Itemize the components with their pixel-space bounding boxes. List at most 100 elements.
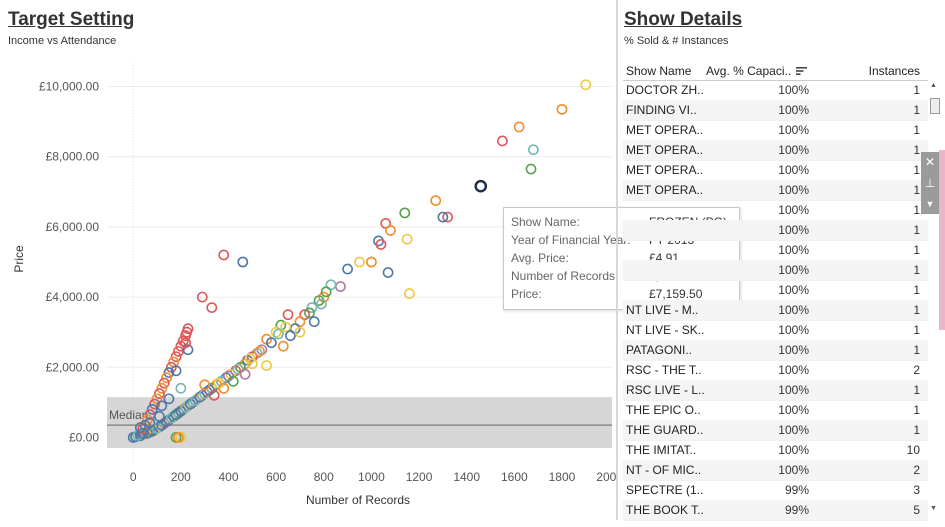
scatter-point[interactable]	[277, 340, 289, 352]
column-header-instances[interactable]: Instances	[868, 64, 920, 78]
table-row[interactable]: MET OPERA.. 100% 1	[623, 180, 928, 201]
scatter-point[interactable]	[437, 211, 449, 223]
scatter-point[interactable]	[170, 365, 182, 377]
scatter-point[interactable]	[154, 410, 165, 422]
scatter-point[interactable]	[254, 346, 265, 357]
table-row[interactable]: RSC - THE T.. 100% 2	[623, 360, 928, 381]
scrollbar-thumb[interactable]	[930, 98, 940, 114]
scatter-point[interactable]	[385, 225, 396, 236]
scatter-point[interactable]	[270, 326, 282, 338]
scatter-point[interactable]	[244, 353, 256, 364]
scatter-point[interactable]	[232, 363, 244, 375]
pane-divider[interactable]	[616, 0, 618, 520]
scatter-point[interactable]	[342, 263, 353, 275]
scroll-down-icon[interactable]: ▼	[930, 505, 937, 512]
scatter-point[interactable]	[525, 163, 537, 175]
scatter-point[interactable]	[156, 400, 168, 412]
scatter-point[interactable]	[137, 427, 149, 439]
scatter-point[interactable]	[180, 330, 192, 342]
highlighted-point[interactable]	[474, 179, 488, 193]
scroll-up-icon[interactable]: ▲	[930, 82, 937, 89]
scatter-point[interactable]	[146, 403, 158, 415]
scatter-point[interactable]	[304, 307, 315, 319]
sort-descending-icon[interactable]	[795, 66, 807, 76]
scatter-point[interactable]	[430, 195, 442, 206]
table-row[interactable]: 100% 1	[623, 280, 928, 301]
scatter-point[interactable]	[182, 344, 194, 356]
scatter-point[interactable]	[366, 256, 377, 268]
table-row[interactable]: 100% 1	[623, 200, 928, 221]
scatter-point[interactable]	[556, 103, 568, 115]
table-row[interactable]: NT - OF MIC.. 100% 2	[623, 460, 928, 481]
table-row[interactable]: MET OPERA.. 100% 1	[623, 120, 928, 141]
column-header-avg-capacity[interactable]: Avg. % Capaci..	[706, 64, 807, 78]
scatter-point[interactable]	[404, 288, 415, 299]
scatter-point[interactable]	[163, 367, 175, 378]
scatter-point[interactable]	[173, 432, 184, 443]
scatter-point[interactable]	[208, 389, 220, 401]
scatter-point[interactable]	[149, 398, 161, 410]
scatter-point[interactable]	[199, 379, 211, 391]
scatter-point[interactable]	[142, 414, 153, 426]
scatter-point[interactable]	[282, 309, 294, 321]
table-row[interactable]: THE GUARD.. 100% 1	[623, 420, 928, 441]
scatter-chart[interactable]: Median £0.00£2,000.00£4,000.00£6,000.00£…	[0, 0, 616, 527]
table-row[interactable]: 100% 1	[623, 240, 928, 261]
table-row[interactable]: NT LIVE - SK.. 100% 1	[623, 320, 928, 341]
table-row[interactable]: MET OPERA.. 100% 1	[623, 160, 928, 181]
scatter-point[interactable]	[261, 360, 272, 371]
scatter-point[interactable]	[308, 316, 320, 328]
scatter-point[interactable]	[265, 337, 277, 349]
table-row[interactable]: THE EPIC O.. 100% 1	[623, 400, 928, 421]
median-reference-band[interactable]	[107, 397, 612, 448]
scatter-point[interactable]	[273, 328, 284, 340]
scatter-point[interactable]	[285, 330, 296, 342]
scatter-point[interactable]	[206, 302, 218, 314]
scatter-point[interactable]	[161, 372, 172, 384]
scatter-point[interactable]	[320, 286, 332, 298]
scatter-point[interactable]	[280, 321, 292, 333]
table-row[interactable]: 100% 1	[623, 260, 928, 281]
scatter-point[interactable]	[580, 79, 592, 91]
scatter-point[interactable]	[154, 388, 165, 399]
pin-icon[interactable]: ⊥	[924, 176, 936, 190]
scatter-point[interactable]	[354, 256, 365, 268]
data-points[interactable]	[127, 79, 592, 443]
scatter-point[interactable]	[513, 121, 525, 133]
table-row[interactable]: FINDING VI.. 100% 1	[623, 100, 928, 121]
scatter-point[interactable]	[315, 298, 327, 310]
scatter-point[interactable]	[382, 267, 394, 278]
table-row[interactable]: MET OPERA.. 100% 1	[623, 140, 928, 161]
scatter-point[interactable]	[163, 393, 175, 405]
scatter-point[interactable]	[175, 382, 187, 394]
scatter-point[interactable]	[497, 135, 508, 147]
table-row[interactable]: THE BOOK T.. 99% 5	[623, 500, 928, 521]
scatter-point[interactable]	[527, 144, 539, 156]
scatter-point[interactable]	[218, 382, 230, 394]
scatter-point[interactable]	[156, 382, 168, 394]
scatter-point[interactable]	[239, 368, 251, 380]
table-row[interactable]: THE IMITAT.. 100% 10	[623, 440, 928, 461]
scatter-point[interactable]	[237, 256, 249, 268]
scatter-point[interactable]	[246, 358, 258, 370]
scatter-point[interactable]	[399, 207, 411, 219]
scatter-point[interactable]	[158, 377, 170, 389]
scatter-point[interactable]	[227, 375, 239, 387]
table-scrollbar[interactable]: ▲ ▼	[928, 80, 940, 514]
table-row[interactable]: PATAGONI.. 100% 1	[623, 340, 928, 361]
column-header-show-name[interactable]: Show Name	[626, 64, 692, 78]
scatter-point[interactable]	[177, 335, 189, 347]
table-row[interactable]: 100% 1	[623, 220, 928, 241]
table-row[interactable]: NT LIVE - M.. 100% 1	[623, 300, 928, 321]
scatter-point[interactable]	[196, 291, 208, 303]
scatter-point[interactable]	[442, 211, 454, 223]
dropdown-menu-icon[interactable]: ▼	[925, 199, 935, 209]
scatter-point[interactable]	[134, 422, 146, 434]
scatter-point[interactable]	[144, 417, 156, 429]
scatter-point[interactable]	[180, 337, 192, 349]
table-row[interactable]: SPECTRE (1.. 99% 3	[623, 480, 928, 501]
scatter-point[interactable]	[306, 302, 318, 314]
scatter-point[interactable]	[401, 233, 413, 245]
scatter-point[interactable]	[335, 281, 346, 292]
table-row[interactable]: DOCTOR ZH.. 100% 1	[623, 80, 928, 101]
